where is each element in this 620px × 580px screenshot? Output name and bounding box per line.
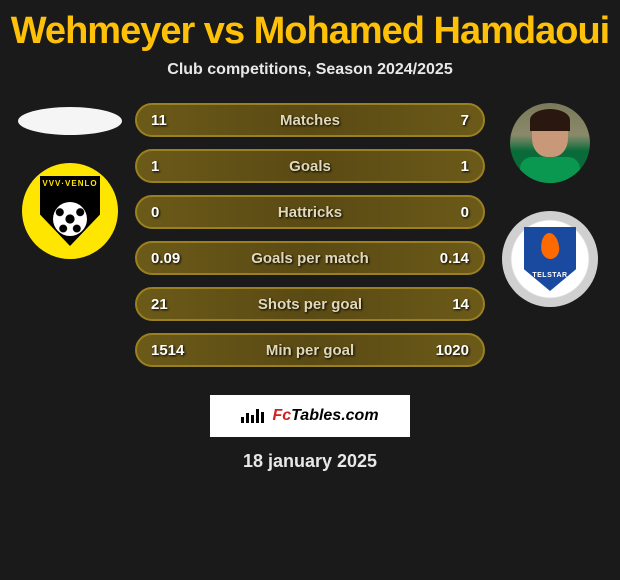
footer-logo: FcTables.com (272, 407, 378, 425)
stat-row: 1 Goals 1 (135, 149, 485, 183)
footer-brand-prefix: Fc (272, 407, 291, 424)
stat-label: Goals per match (137, 250, 483, 267)
stat-label: Matches (137, 112, 483, 129)
stat-row: 0.09 Goals per match 0.14 (135, 241, 485, 275)
comparison-card: Wehmeyer vs Mohamed Hamdaoui Club compet… (0, 0, 620, 472)
player-shirt (520, 157, 580, 183)
stat-row: 21 Shots per goal 14 (135, 287, 485, 321)
stat-row: 0 Hattricks 0 (135, 195, 485, 229)
bars-icon (241, 409, 264, 423)
subtitle: Club competitions, Season 2024/2025 (0, 61, 620, 79)
stat-label: Hattricks (137, 204, 483, 221)
vvv-text: VVV·VENLO (40, 179, 100, 188)
stats-column: 11 Matches 7 1 Goals 1 0 Hattricks 0 0.0… (135, 103, 485, 367)
telstar-shield: TELSTAR (524, 227, 576, 291)
footer-brand-suffix: Tables.com (291, 407, 378, 424)
flame-icon (540, 232, 560, 259)
club-badge-right: TELSTAR (502, 211, 598, 307)
page-title: Wehmeyer vs Mohamed Hamdaoui (0, 10, 620, 53)
right-column: TELSTAR (485, 103, 615, 307)
vvv-shield: VVV·VENLO (40, 176, 100, 246)
club-badge-left: VVV·VENLO (22, 163, 118, 259)
stat-label: Min per goal (137, 342, 483, 359)
telstar-text: TELSTAR (524, 272, 576, 279)
footer-brand-box: FcTables.com (210, 395, 410, 437)
stat-row: 11 Matches 7 (135, 103, 485, 137)
player-left-photo-placeholder (18, 107, 122, 135)
stat-row: 1514 Min per goal 1020 (135, 333, 485, 367)
player-right-photo (510, 103, 590, 183)
date: 18 january 2025 (0, 451, 620, 472)
stat-label: Goals (137, 158, 483, 175)
stat-label: Shots per goal (137, 296, 483, 313)
left-column: VVV·VENLO (5, 103, 135, 259)
player-hair (530, 109, 570, 131)
soccer-ball-icon (53, 202, 87, 236)
content-row: VVV·VENLO 11 Matches 7 1 Goals 1 0 Hattr… (0, 103, 620, 367)
